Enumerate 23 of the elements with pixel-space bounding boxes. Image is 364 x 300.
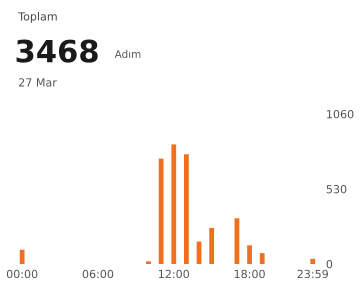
bar xyxy=(209,228,214,264)
bar xyxy=(310,258,316,264)
text: Adım xyxy=(114,50,140,58)
x-tick-label: 00:00 xyxy=(6,270,38,278)
bar xyxy=(196,242,202,264)
bar xyxy=(20,250,25,264)
bar xyxy=(146,261,151,264)
bar xyxy=(158,158,164,264)
bar xyxy=(247,245,252,264)
y-tick-label: 530 xyxy=(326,184,346,194)
x-tick-label: 18:00 xyxy=(234,270,265,278)
chart-title: Toplam xyxy=(18,12,57,23)
text: 3468 xyxy=(16,40,98,63)
x-tick-label: 23:59 xyxy=(298,270,328,278)
y-tick-label: 1060 xyxy=(327,110,354,118)
x-tick-label: 06:00 xyxy=(82,270,114,278)
bar xyxy=(260,253,265,264)
y-tick-label: 0 xyxy=(326,260,332,268)
bar xyxy=(171,144,176,264)
bar xyxy=(234,218,240,264)
x-tick-label: 12:00 xyxy=(158,270,190,278)
bar xyxy=(184,154,189,264)
text: 27 Mar xyxy=(19,78,57,87)
